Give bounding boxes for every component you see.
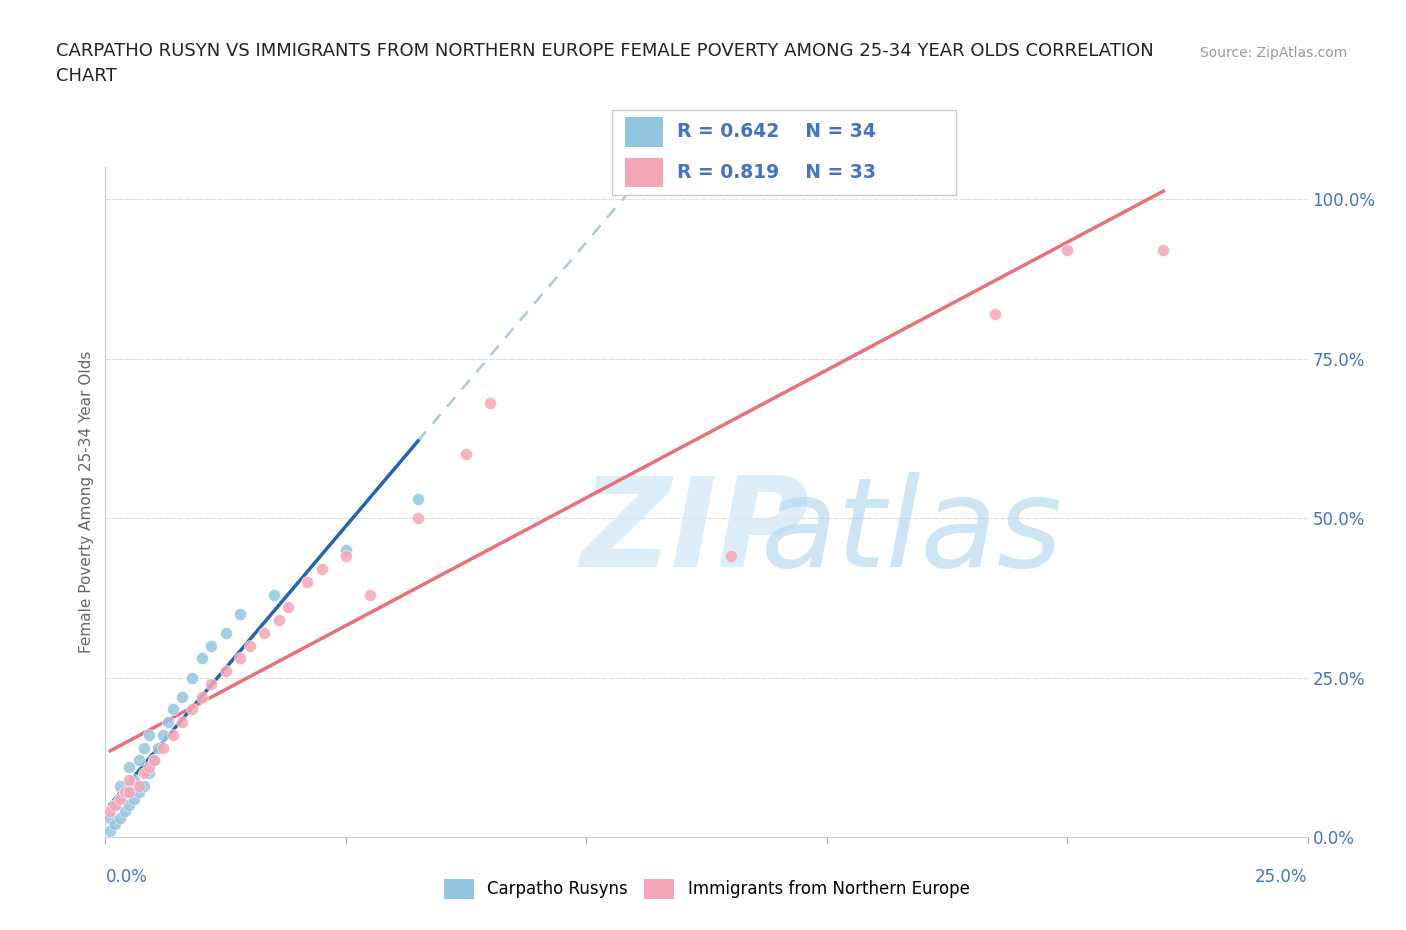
Point [138, 727, 160, 742]
Point [108, 791, 131, 806]
Text: atlas: atlas [761, 472, 1063, 592]
Point [108, 791, 131, 806]
Point [406, 492, 429, 507]
Point [128, 778, 150, 793]
Point [152, 727, 174, 742]
Point [229, 606, 252, 621]
Bar [626, 158, 664, 187]
Text: 0.0%: 0.0% [105, 868, 148, 885]
Text: CHART: CHART [56, 67, 117, 85]
Point [118, 785, 141, 800]
Point [108, 810, 131, 825]
Point [200, 638, 222, 653]
Point [98, 810, 121, 825]
Point [720, 549, 742, 564]
Point [132, 740, 155, 755]
Point [297, 575, 319, 590]
Point [98, 823, 121, 838]
Point [479, 396, 502, 411]
Point [118, 760, 141, 775]
Point [406, 511, 429, 525]
Point [335, 549, 357, 564]
Point [132, 778, 155, 793]
Point [253, 626, 276, 641]
Point [104, 798, 127, 813]
Point [114, 785, 136, 800]
Point [1152, 243, 1174, 258]
Point [1056, 243, 1078, 258]
Point [190, 689, 212, 704]
Point [454, 447, 477, 462]
Text: 25.0%: 25.0% [1256, 868, 1308, 885]
Point [984, 307, 1007, 322]
Point [124, 791, 146, 806]
Point [239, 638, 262, 653]
Y-axis label: Female Poverty Among 25-34 Year Olds: Female Poverty Among 25-34 Year Olds [79, 351, 94, 654]
Point [162, 727, 184, 742]
Point [98, 804, 121, 819]
Point [359, 587, 381, 602]
Point [104, 817, 127, 831]
Point [114, 785, 136, 800]
Point [152, 740, 174, 755]
Point [118, 772, 141, 787]
Point [277, 600, 299, 615]
Point [181, 702, 204, 717]
Point [263, 587, 285, 602]
Text: ZIP: ZIP [581, 472, 808, 592]
Bar [626, 117, 664, 147]
Point [132, 765, 155, 780]
Point [181, 671, 204, 685]
Point [114, 804, 136, 819]
Text: R = 0.642    N = 34: R = 0.642 N = 34 [678, 123, 876, 141]
Point [118, 798, 141, 813]
Point [118, 778, 141, 793]
Point [128, 785, 150, 800]
Legend: Carpatho Rusyns, Immigrants from Northern Europe: Carpatho Rusyns, Immigrants from Norther… [437, 872, 976, 906]
Point [124, 772, 146, 787]
Point [214, 664, 236, 679]
Text: CARPATHO RUSYN VS IMMIGRANTS FROM NORTHERN EUROPE FEMALE POVERTY AMONG 25-34 YEA: CARPATHO RUSYN VS IMMIGRANTS FROM NORTHE… [56, 42, 1154, 60]
Point [267, 613, 290, 628]
Point [138, 765, 160, 780]
Point [311, 562, 333, 577]
Point [138, 760, 160, 775]
Point [172, 715, 194, 730]
Point [162, 702, 184, 717]
Point [104, 798, 127, 813]
Point [142, 753, 165, 768]
Point [148, 740, 170, 755]
Point [229, 651, 252, 666]
Point [172, 689, 194, 704]
Point [156, 715, 179, 730]
Point [200, 676, 222, 691]
Text: R = 0.819    N = 33: R = 0.819 N = 33 [678, 163, 876, 181]
Point [335, 542, 357, 557]
Point [190, 651, 212, 666]
Text: Source: ZipAtlas.com: Source: ZipAtlas.com [1199, 46, 1347, 60]
Point [128, 753, 150, 768]
Point [142, 753, 165, 768]
Point [214, 626, 236, 641]
Point [108, 778, 131, 793]
